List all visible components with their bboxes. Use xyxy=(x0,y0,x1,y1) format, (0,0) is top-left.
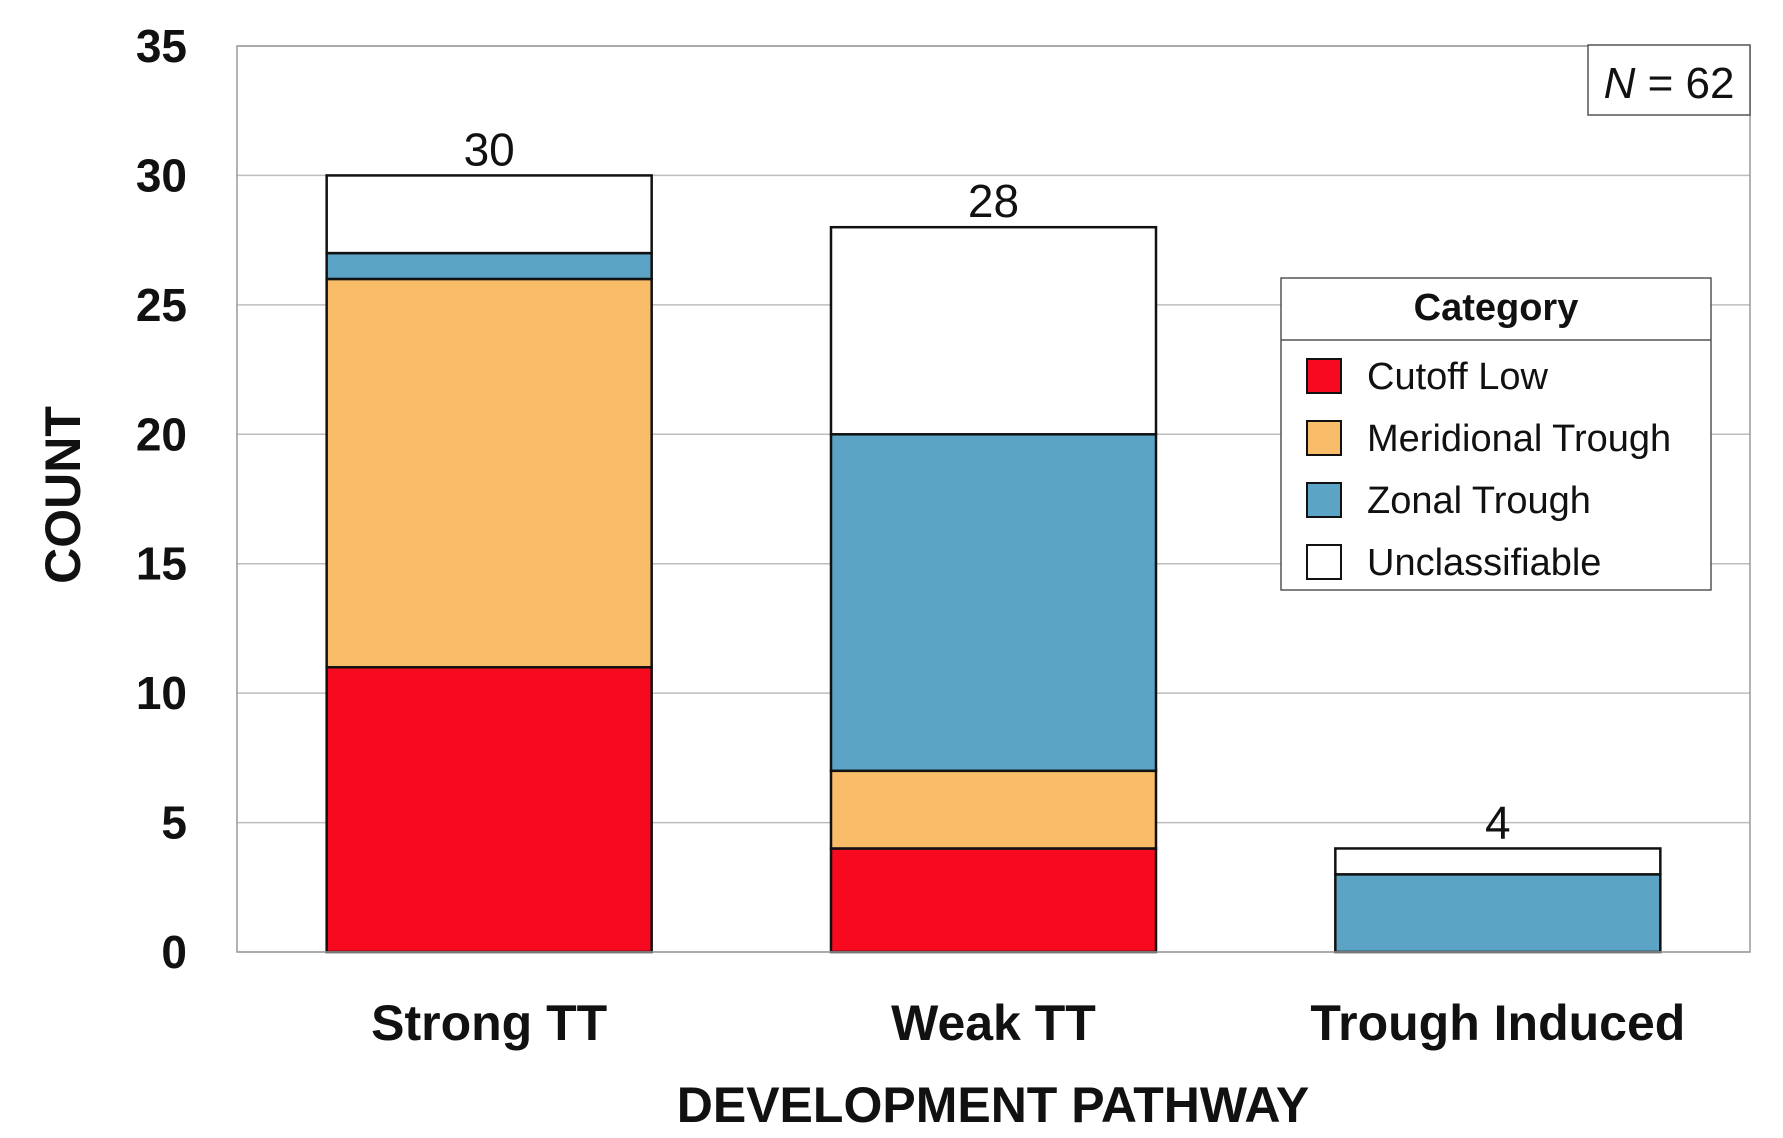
x-tick-label: Trough Induced xyxy=(1310,995,1685,1051)
legend-swatch xyxy=(1306,420,1342,456)
bar-segment xyxy=(829,847,1158,954)
y-tick-label: 10 xyxy=(136,667,187,719)
annotation-box xyxy=(1587,44,1751,116)
y-tick-label: 25 xyxy=(136,279,187,331)
bars xyxy=(325,174,1662,954)
y-tick-label: 30 xyxy=(136,149,187,201)
legend: Category Cutoff Low Meridional Trough Zona… xyxy=(1280,277,1712,591)
bar-segment xyxy=(829,433,1158,773)
y-tick-label: 20 xyxy=(136,408,187,460)
bar-segment xyxy=(1334,847,1662,876)
bar-segment xyxy=(325,174,653,255)
bar-segment xyxy=(1334,873,1662,954)
legend-label: Zonal Trough xyxy=(1367,480,1591,522)
plot-border xyxy=(236,45,1751,953)
legend-swatch xyxy=(1306,544,1342,580)
legend-swatch xyxy=(1306,358,1342,394)
y-tick-labels: 0 5 10 15 20 25 30 35 xyxy=(136,20,187,978)
plot-frame xyxy=(236,45,1751,953)
legend-items: Cutoff Low Meridional Trough Zonal Trough U… xyxy=(1306,356,1671,584)
x-axis-title: DEVELOPMENT PATHWAY xyxy=(677,1077,1309,1133)
total-label: 4 xyxy=(1485,796,1511,848)
annotation-rest: = 62 xyxy=(1635,59,1734,108)
legend-swatch xyxy=(1306,482,1342,518)
bar-segment xyxy=(325,277,653,669)
bar-segment xyxy=(829,769,1158,850)
annotation-italic: N xyxy=(1604,59,1636,108)
total-labels: 30 28 4 xyxy=(464,123,1511,848)
sample-size-annotation: N = 62 xyxy=(1587,44,1751,116)
y-tick-label: 0 xyxy=(161,926,187,978)
legend-label: Unclassifiable xyxy=(1367,542,1601,584)
legend-box xyxy=(1280,277,1712,591)
total-label: 30 xyxy=(464,123,515,175)
bar-segment xyxy=(829,225,1158,436)
y-axis-title: COUNT xyxy=(35,406,91,584)
y-tick-label: 15 xyxy=(136,538,187,590)
legend-label: Meridional Trough xyxy=(1367,418,1671,460)
legend-title: Category xyxy=(1414,287,1579,329)
bar-segment xyxy=(325,251,653,281)
x-tick-label: Weak TT xyxy=(891,995,1096,1051)
annotation-text: N = 62 xyxy=(1604,59,1735,108)
y-tick-label: 5 xyxy=(161,797,187,849)
y-tick-label: 35 xyxy=(136,20,187,72)
x-tick-labels: Strong TT Weak TT Trough Induced xyxy=(371,995,1685,1051)
x-tick-label: Strong TT xyxy=(371,995,607,1051)
total-label: 28 xyxy=(968,175,1019,227)
legend-label: Cutoff Low xyxy=(1367,356,1549,398)
bar-segment xyxy=(325,666,653,954)
